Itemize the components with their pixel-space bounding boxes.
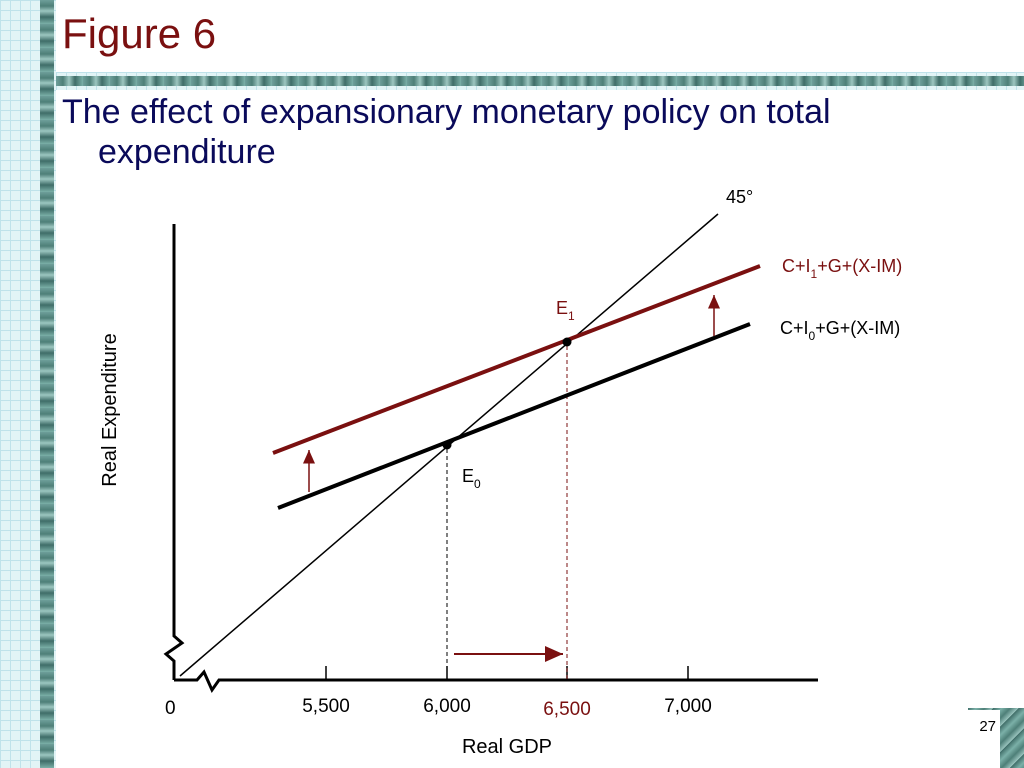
i1-label-main: C+I <box>782 256 811 276</box>
e0-sub: 0 <box>474 477 481 491</box>
e1-sub: 1 <box>568 309 575 323</box>
left-decorative-strip <box>0 0 56 768</box>
expenditure-line-i0 <box>277 322 751 510</box>
marble-border <box>40 0 54 768</box>
marble-divider <box>56 76 1024 86</box>
i1-label-rest: +G+(X-IM) <box>817 256 902 276</box>
i0-label-rest: +G+(X-IM) <box>815 318 900 338</box>
x-tick-label: 7,000 <box>664 696 712 717</box>
series-label-i1: C+I1+G+(X-IM) <box>782 256 902 281</box>
page-number: 27 <box>956 710 1000 768</box>
x-axis <box>174 669 818 694</box>
x-tick-label: 6,000 <box>423 696 471 717</box>
equilibrium-point-e1 <box>562 337 572 347</box>
slide-title: Figure 6 <box>62 10 217 57</box>
y-axis-label: Real Expenditure <box>99 333 121 486</box>
page-number-text: 27 <box>979 718 996 735</box>
equilibrium-point-e0 <box>442 440 452 450</box>
origin-label: 0 <box>165 698 176 719</box>
x-tick-label: 6,500 <box>543 699 591 720</box>
e0-main: E <box>462 466 474 486</box>
equilibrium-label-e0: E0 <box>462 466 481 491</box>
slide-subtitle: The effect of expansionary monetary poli… <box>62 92 982 172</box>
series-label-i0: C+I0+G+(X-IM) <box>780 318 900 343</box>
x-ticks: 5,500 6,000 6,500 7,000 <box>302 666 712 720</box>
x-axis-label: Real GDP <box>462 736 552 758</box>
i1-label-sub: 1 <box>811 267 818 281</box>
equilibrium-label-e1: E1 <box>556 298 575 323</box>
e1-main: E <box>556 298 568 318</box>
reference-45-label: 45° <box>726 187 753 207</box>
i0-label-sub: 0 <box>809 329 816 343</box>
x-tick-label: 5,500 <box>302 696 350 717</box>
title-divider <box>56 72 1024 90</box>
subtitle-line-2: expenditure <box>98 133 276 171</box>
subtitle-line-1: The effect of expansionary monetary poli… <box>62 93 831 131</box>
y-axis <box>163 224 185 680</box>
expenditure-line-i1 <box>272 264 761 455</box>
i0-label-main: C+I <box>780 318 809 338</box>
